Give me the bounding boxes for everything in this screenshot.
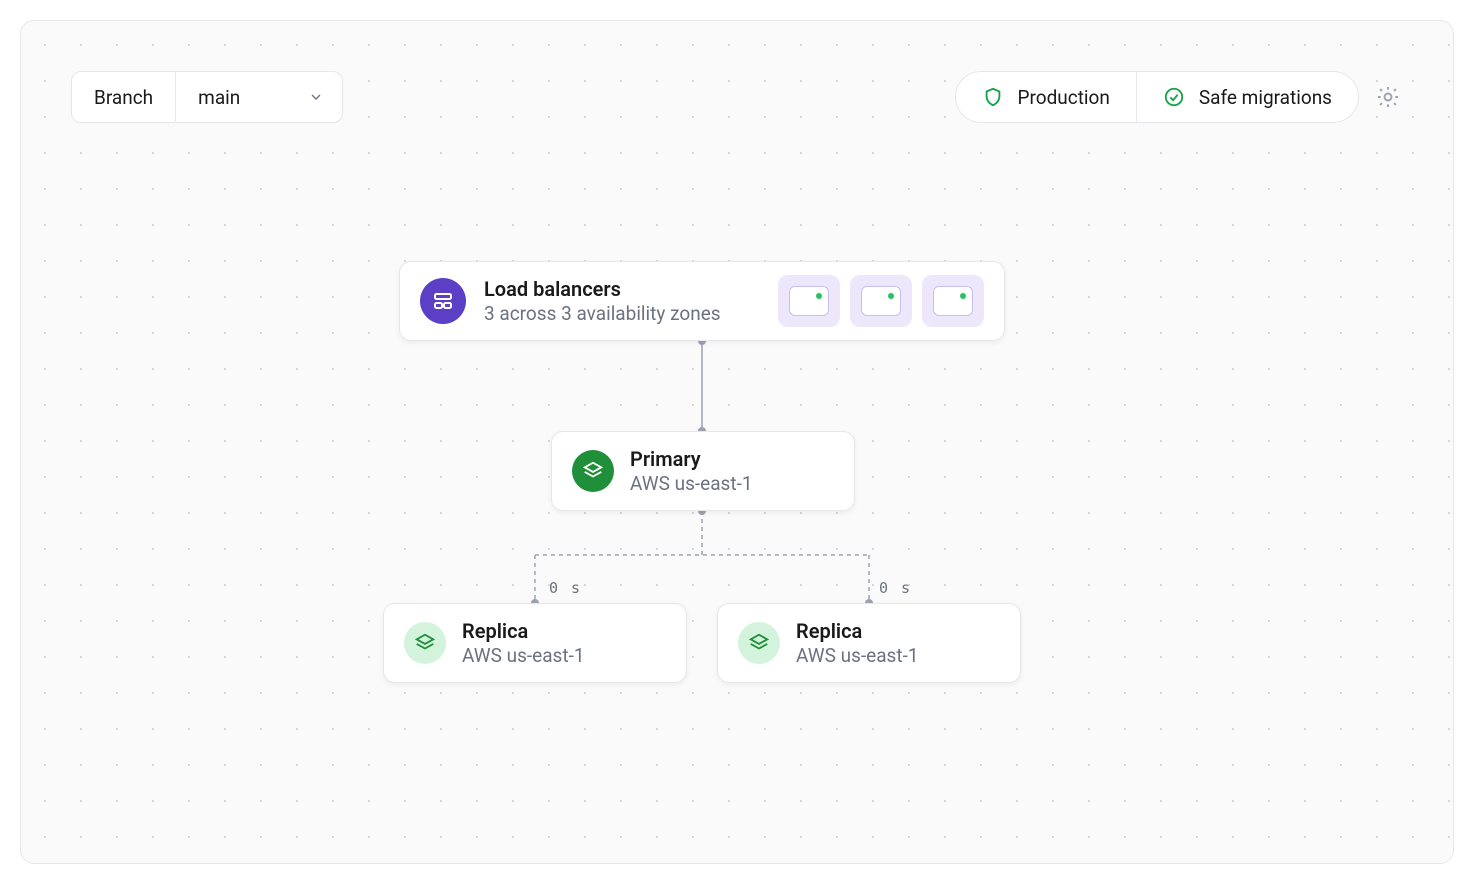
load-balancers-subtitle: 3 across 3 availability zones [484,302,721,327]
replica-node[interactable]: Replica AWS us-east-1 [717,603,1021,683]
replica-lag-label: 0 s [879,579,912,597]
primary-title: Primary [630,446,753,472]
lb-tile [850,275,912,327]
lb-tile [778,275,840,327]
architecture-canvas: Branch main Production Safe migrations [20,20,1454,864]
replica-node[interactable]: Replica AWS us-east-1 [383,603,687,683]
replica-region: AWS us-east-1 [796,644,919,669]
replica-title: Replica [462,618,585,644]
load-balancers-title: Load balancers [484,276,721,302]
lb-tile [922,275,984,327]
replica-title: Replica [796,618,919,644]
database-icon [738,622,780,664]
primary-text: Primary AWS us-east-1 [630,446,753,497]
load-balancers-node[interactable]: Load balancers 3 across 3 availability z… [399,261,1005,341]
load-balancer-icon [420,278,466,324]
replica-region: AWS us-east-1 [462,644,585,669]
database-icon [404,622,446,664]
diagram-layer: Load balancers 3 across 3 availability z… [21,21,1453,863]
load-balancer-tiles [778,275,984,327]
primary-region: AWS us-east-1 [630,472,753,497]
replica-text: Replica AWS us-east-1 [462,618,585,669]
load-balancers-text: Load balancers 3 across 3 availability z… [484,276,721,327]
database-icon [572,450,614,492]
primary-node[interactable]: Primary AWS us-east-1 [551,431,855,511]
replica-lag-label: 0 s [549,579,582,597]
replica-text: Replica AWS us-east-1 [796,618,919,669]
